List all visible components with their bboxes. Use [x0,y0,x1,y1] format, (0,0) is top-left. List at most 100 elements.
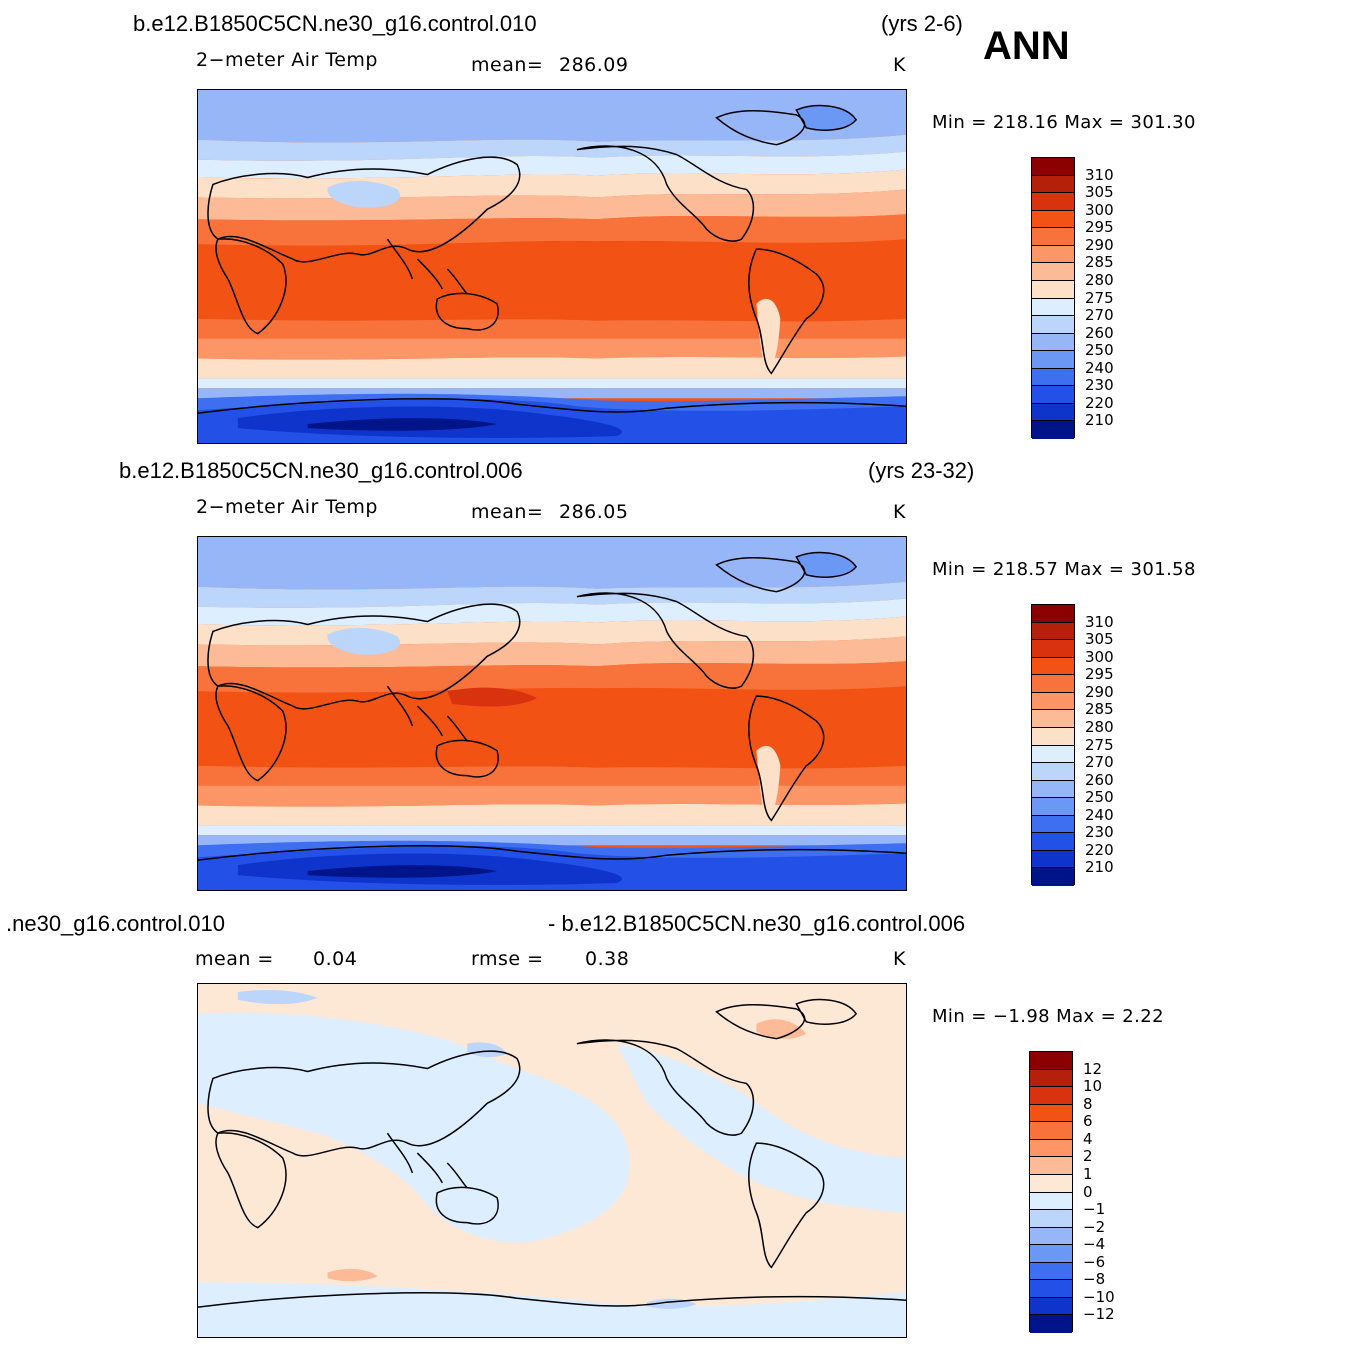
panel3-difference-map [197,983,907,1338]
colorbar-tick-label: 275 [1085,735,1114,754]
panel2-variable: 2−meter Air Temp [196,496,378,518]
colorbar-tick-label: 220 [1085,393,1114,412]
colorbar-swatch [1030,1192,1072,1211]
colorbar-swatch [1032,403,1074,422]
colorbar-tick-label: 285 [1085,253,1114,272]
colorbar-swatch [1032,798,1074,816]
colorbar-tick-label: 270 [1085,753,1114,772]
colorbar-swatch [1032,605,1074,623]
colorbar-swatch [1032,727,1074,746]
colorbar-tick-label: 310 [1085,165,1114,184]
colorbar-tick-label: −10 [1083,1287,1115,1306]
panel2-map-svg [198,537,906,890]
colorbar-tick-label: 220 [1085,840,1114,859]
panel1-mean-label: mean= [471,54,544,76]
panel2-units: K [893,501,906,523]
colorbar-tick-label: 10 [1083,1077,1103,1096]
colorbar-tick-label: 12 [1083,1059,1103,1078]
colorbar-tick-label: 280 [1085,717,1114,736]
colorbar-tick-label: −1 [1083,1200,1106,1219]
colorbar-tick-label: −4 [1083,1235,1106,1254]
colorbar-swatch [1032,263,1074,281]
colorbar-swatch [1032,280,1074,299]
colorbar-tick-label: 240 [1085,358,1114,377]
colorbar-swatch [1030,1315,1072,1333]
colorbar-tick-label: 295 [1085,665,1114,684]
colorbar-tick-label: 4 [1083,1129,1093,1148]
panel3-mean-value: 0.04 [313,948,358,970]
colorbar-swatch [1032,158,1074,176]
panel2-min-max: Min = 218.57 Max = 301.58 [932,559,1196,580]
panel3-map-svg [198,984,906,1337]
colorbar-tick-label: 8 [1083,1094,1093,1113]
colorbar-swatch [1032,368,1074,387]
panel1-min-max: Min = 218.16 Max = 301.30 [932,112,1196,133]
colorbar-swatch [1032,780,1074,799]
panel2-temperature-map [197,536,907,891]
colorbar-tick-label: 295 [1085,218,1114,237]
panel1-units: K [893,54,906,76]
panel3-case-title-left: .ne30_g16.control.010 [6,911,225,936]
colorbar-tick-label: 290 [1085,235,1114,254]
colorbar-swatch [1030,1139,1072,1158]
colorbar-swatch [1030,1069,1072,1088]
colorbar-tick-label: 305 [1085,630,1114,649]
colorbar-tick-label: 270 [1085,306,1114,325]
colorbar-swatch [1032,710,1074,728]
colorbar-tick-label: 300 [1085,200,1114,219]
colorbar-tick-label: 300 [1085,647,1114,666]
colorbar-tick-label: 285 [1085,700,1114,719]
colorbar-swatch [1032,815,1074,834]
panel3-rmse-label: rmse = [471,948,544,970]
panel2-mean-value: 286.05 [559,501,629,523]
panel3-mean-label: mean = [195,948,274,970]
colorbar-swatch [1032,640,1074,658]
panel1-temperature-map [197,89,907,444]
colorbar-tick-label: −2 [1083,1217,1106,1236]
colorbar-swatch [1030,1227,1072,1246]
colorbar-tick-label: 210 [1085,858,1114,877]
colorbar-tick-label: 240 [1085,805,1114,824]
colorbar-swatch [1032,763,1074,781]
colorbar-swatch [1032,351,1074,369]
colorbar-swatch [1032,745,1074,764]
colorbar-tick-label: 305 [1085,183,1114,202]
colorbar-tick-label: 290 [1085,682,1114,701]
colorbar-tick-label: 250 [1085,341,1114,360]
panel1-case-title: b.e12.B1850C5CN.ne30_g16.control.010 [133,11,537,36]
colorbar-swatch [1032,333,1074,352]
panel1-years: (yrs 2-6) [881,11,963,36]
colorbar-swatch [1032,386,1074,404]
colorbar-tick-label: 1 [1083,1164,1093,1183]
panel3-rmse-value: 0.38 [585,948,630,970]
colorbar-swatch [1032,316,1074,334]
colorbar-swatch [1030,1280,1072,1298]
colorbar-swatch [1032,193,1074,211]
panel3-min-max: Min = −1.98 Max = 2.22 [932,1006,1164,1027]
colorbar-tick-label: 210 [1085,411,1114,430]
colorbar-swatch [1030,1104,1072,1123]
panel1-map-svg [198,90,906,443]
colorbar-swatch [1032,175,1074,194]
colorbar-tick-label: 230 [1085,823,1114,842]
colorbar-tick-label: −12 [1083,1305,1115,1324]
colorbar-swatch [1032,245,1074,264]
colorbar-swatch [1030,1174,1072,1193]
panel3-case-title-right: - b.e12.B1850C5CN.ne30_g16.control.006 [548,911,966,936]
colorbar-swatch [1030,1122,1072,1140]
panel1-colorbar [1031,157,1075,439]
panel2-case-title: b.e12.B1850C5CN.ne30_g16.control.006 [119,458,523,483]
colorbar-swatch [1032,228,1074,246]
colorbar-tick-label: 275 [1085,288,1114,307]
colorbar-tick-label: 310 [1085,612,1114,631]
colorbar-tick-label: 6 [1083,1112,1093,1131]
colorbar-tick-label: 260 [1085,770,1114,789]
colorbar-swatch [1032,692,1074,711]
colorbar-swatch [1032,421,1074,439]
colorbar-tick-label: 0 [1083,1182,1093,1201]
colorbar-swatch [1032,868,1074,886]
colorbar-swatch [1030,1052,1072,1070]
colorbar-swatch [1032,675,1074,693]
panel2-mean-label: mean= [471,501,544,523]
panel1-mean-value: 286.09 [559,54,629,76]
